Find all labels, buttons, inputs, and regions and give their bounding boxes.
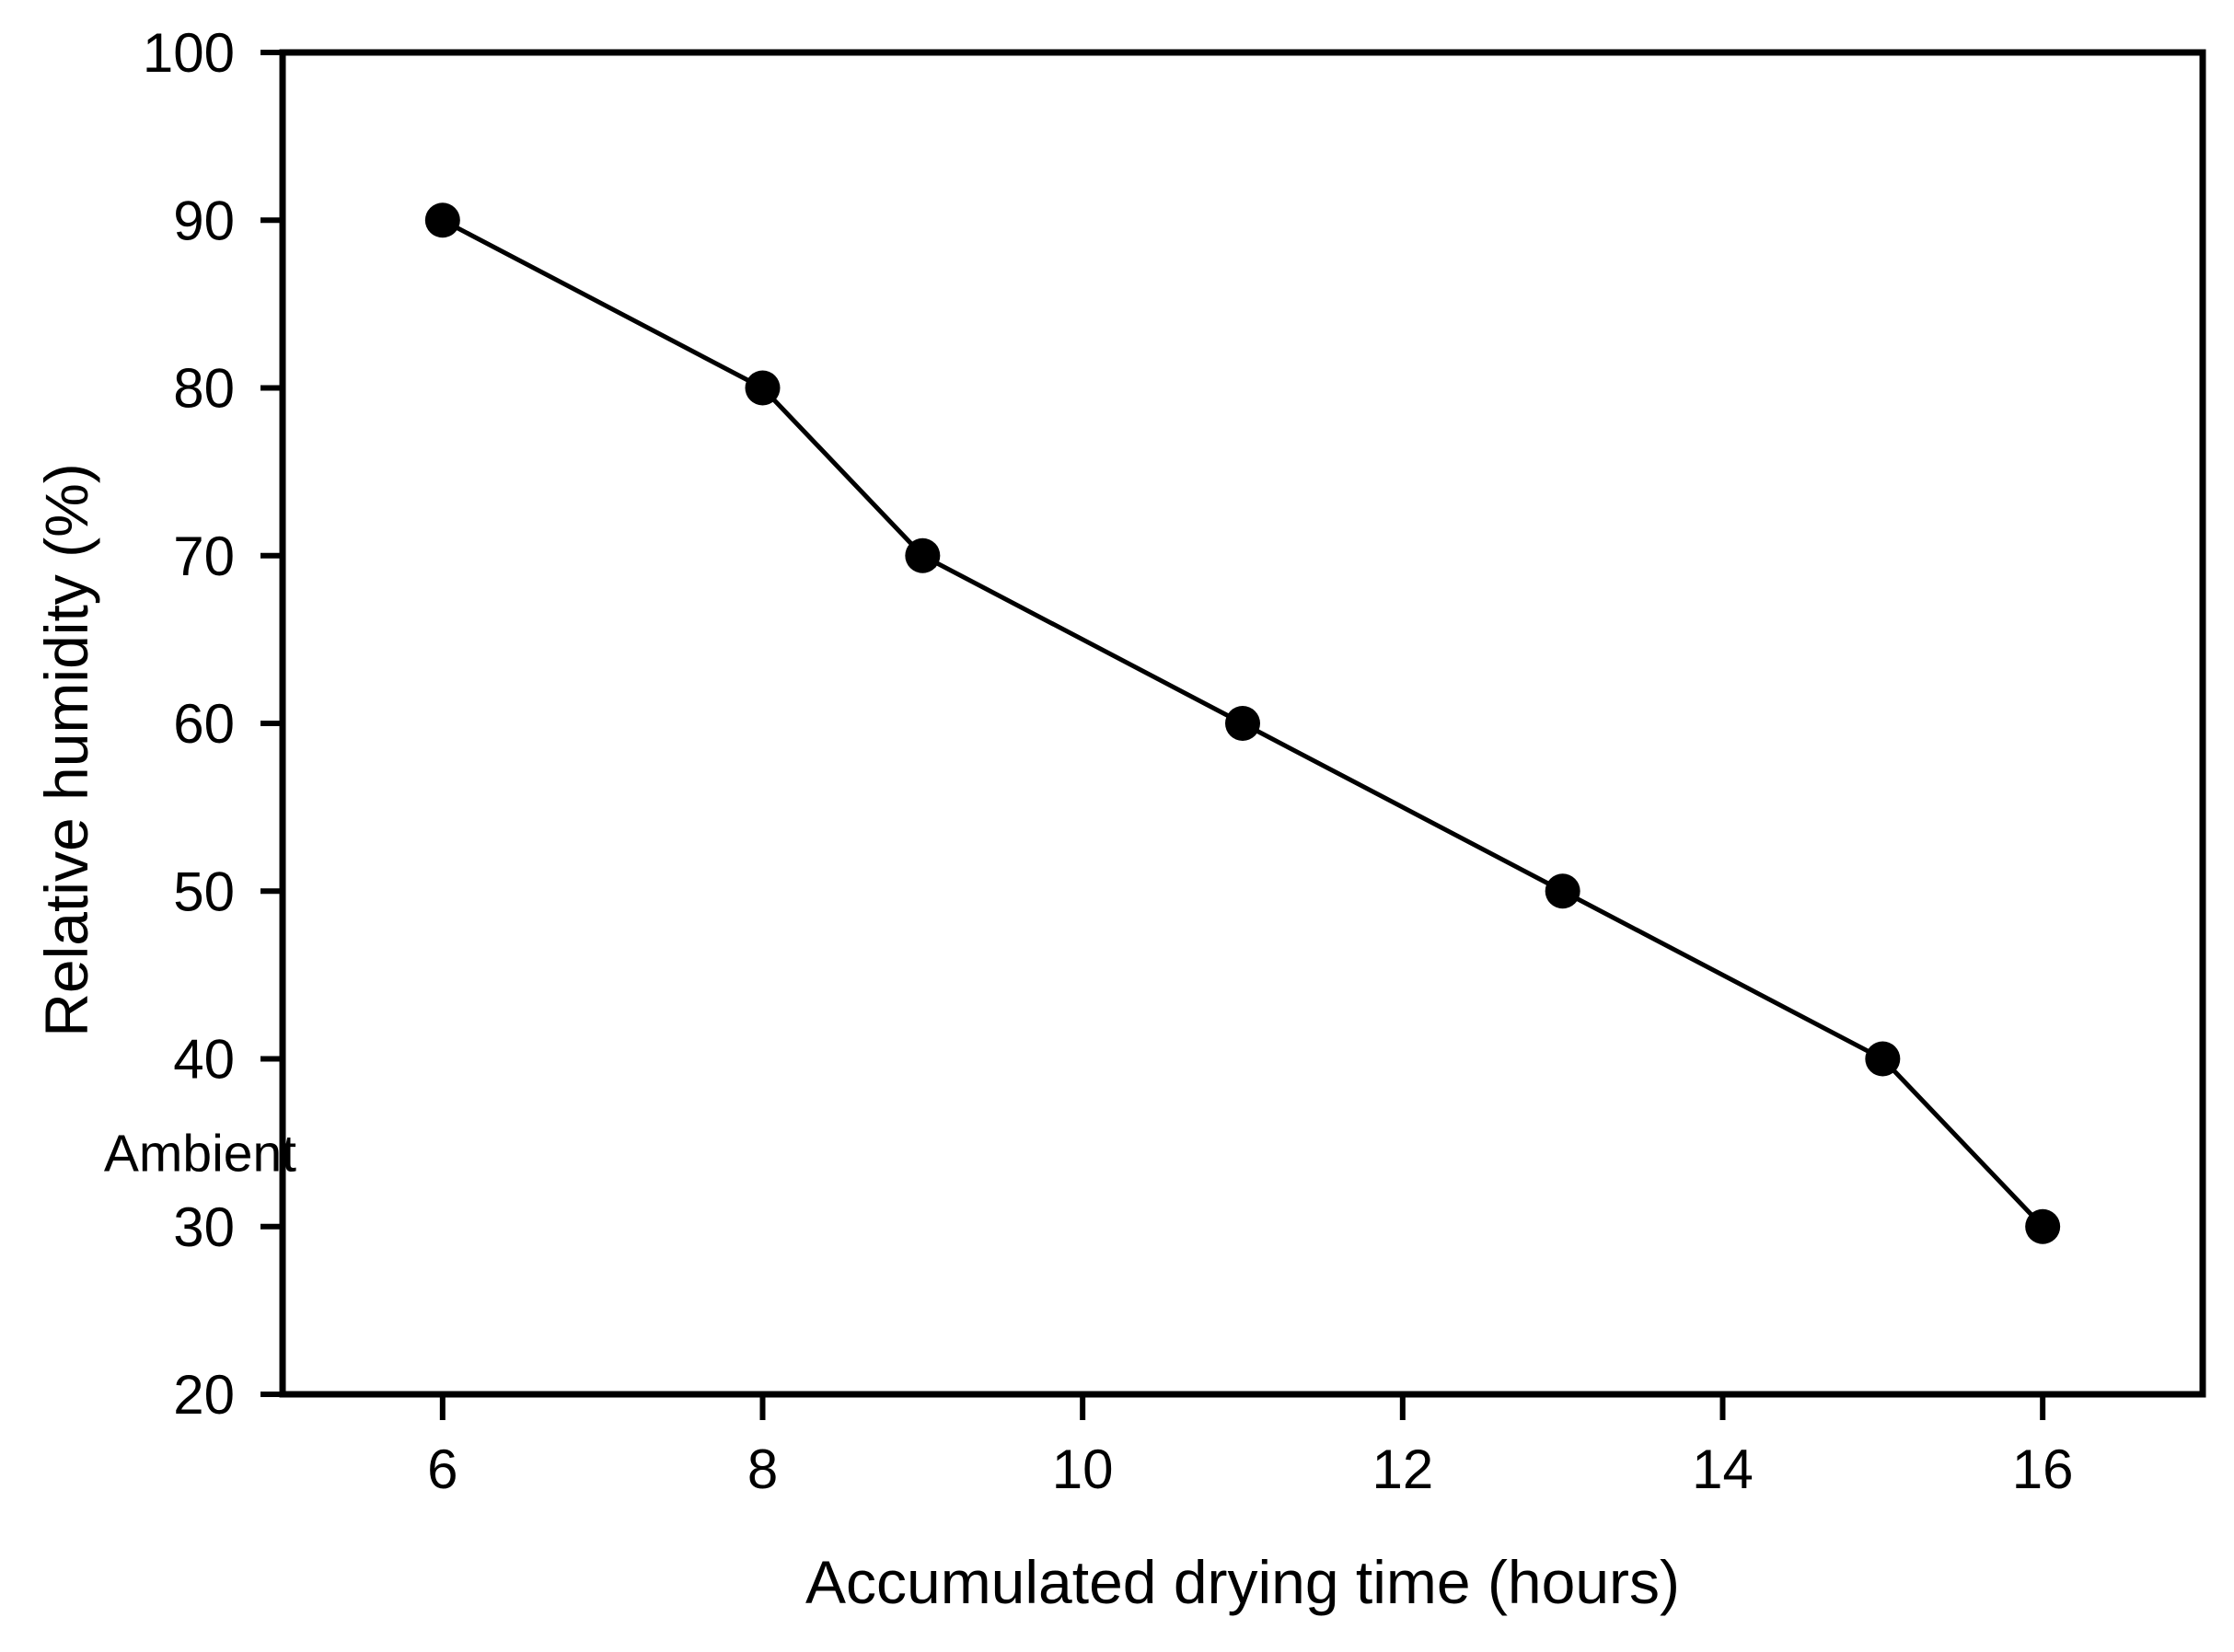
x-tick-label: 8 (747, 1438, 778, 1500)
y-tick-label: 70 (173, 526, 235, 587)
y-tick-label: 100 (143, 22, 235, 84)
data-point-marker (905, 537, 941, 573)
axis-ticks-layer: 6 8 10 12 14 16 20 30 40 50 60 70 80 90 100 (143, 22, 2074, 1500)
ambient-annotation: Ambient (104, 1125, 296, 1184)
data-point-marker (745, 370, 781, 406)
x-tick-label: 10 (1052, 1438, 1114, 1500)
data-point-marker (2025, 1208, 2061, 1244)
data-series-layer (424, 202, 2061, 1244)
y-tick-label: 90 (173, 190, 235, 251)
y-tick-label: 40 (173, 1029, 235, 1091)
data-point-marker (1865, 1041, 1901, 1077)
y-tick-label: 30 (173, 1196, 235, 1258)
data-point-marker (1225, 706, 1260, 741)
y-tick-label: 60 (173, 693, 235, 755)
data-point-marker (424, 202, 460, 238)
y-tick-label: 80 (173, 358, 235, 420)
y-tick-label: 20 (173, 1364, 235, 1426)
x-axis-title: Accumulated drying time (hours) (805, 1548, 1680, 1616)
x-tick-label: 12 (1372, 1438, 1433, 1500)
y-axis-title: Relative humidity (%) (32, 463, 100, 1037)
x-tick-label: 14 (1692, 1438, 1754, 1500)
y-tick-label: 50 (173, 861, 235, 922)
x-tick-label: 6 (427, 1438, 457, 1500)
x-tick-label: 16 (2012, 1438, 2074, 1500)
data-point-marker (1545, 873, 1580, 909)
